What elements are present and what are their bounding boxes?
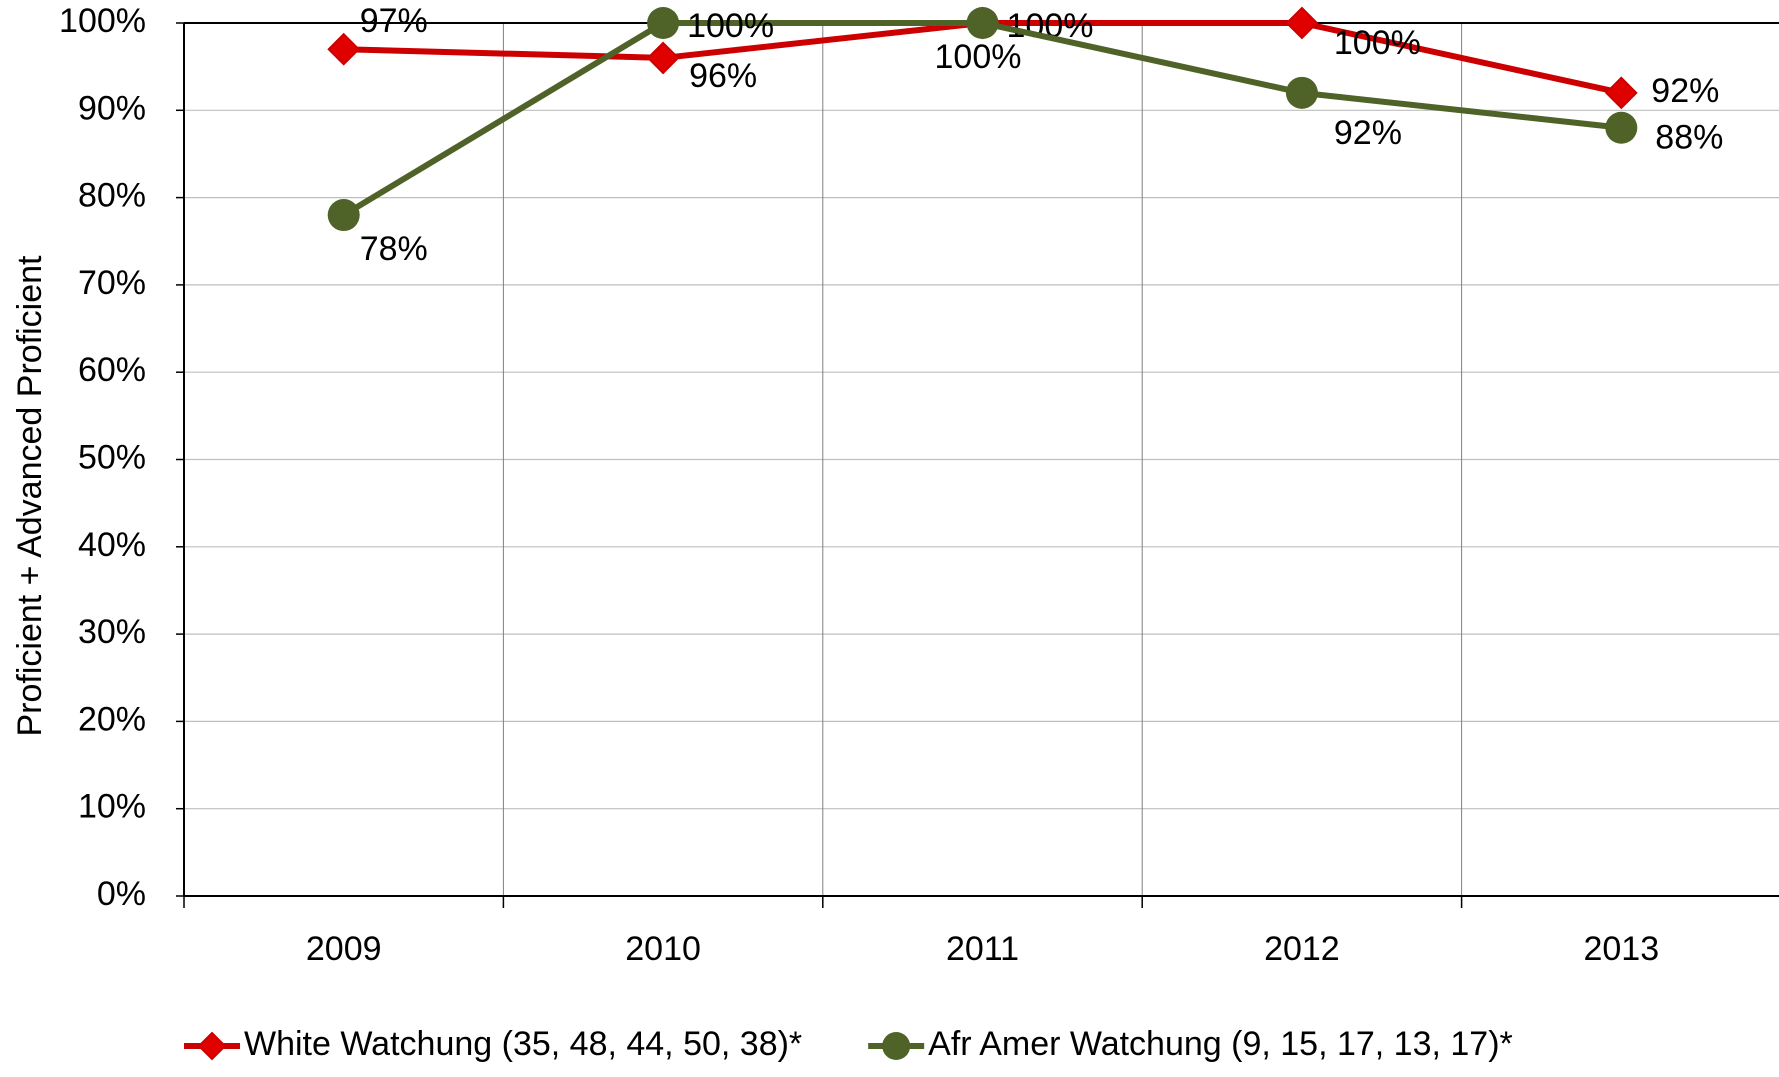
y-tick-label: 20% bbox=[78, 700, 146, 738]
y-tick-label: 70% bbox=[78, 264, 146, 302]
legend-marker bbox=[882, 1032, 911, 1060]
y-tick-label: 60% bbox=[78, 351, 146, 389]
marker bbox=[1285, 6, 1319, 40]
legend-label: Afr Amer Watchung (9, 15, 17, 13, 17)* bbox=[928, 1025, 1513, 1063]
legend-marker bbox=[197, 1031, 227, 1061]
data-label: 100% bbox=[1334, 24, 1421, 62]
y-tick-label: 0% bbox=[97, 875, 146, 913]
data-label: 92% bbox=[1334, 114, 1402, 152]
marker bbox=[966, 7, 999, 39]
y-axis-label: Proficient + Advanced Proficient bbox=[11, 255, 49, 737]
x-tick-label: 2010 bbox=[625, 930, 701, 968]
data-label: 92% bbox=[1651, 72, 1719, 110]
y-tick-label: 100% bbox=[59, 2, 146, 40]
y-tick-label: 10% bbox=[78, 788, 146, 826]
data-label: 88% bbox=[1655, 119, 1723, 157]
marker bbox=[1285, 76, 1318, 109]
data-label: 100% bbox=[935, 38, 1022, 76]
data-label: 100% bbox=[687, 7, 774, 45]
marker bbox=[647, 7, 680, 39]
data-label: 78% bbox=[360, 230, 428, 268]
x-tick-label: 2009 bbox=[306, 930, 382, 968]
x-tick-label: 2011 bbox=[946, 930, 1019, 968]
data-label: 96% bbox=[689, 57, 757, 95]
legend-label: White Watchung (35, 48, 44, 50, 38)* bbox=[244, 1025, 802, 1063]
marker bbox=[1605, 111, 1638, 144]
y-tick-label: 30% bbox=[78, 613, 146, 651]
marker bbox=[1604, 76, 1638, 110]
y-tick-label: 50% bbox=[78, 438, 146, 476]
marker bbox=[646, 41, 680, 75]
y-tick-label: 80% bbox=[78, 177, 146, 215]
y-tick-label: 40% bbox=[78, 526, 146, 564]
x-tick-label: 2013 bbox=[1583, 930, 1659, 968]
x-tick-label: 2012 bbox=[1264, 930, 1340, 968]
y-tick-label: 90% bbox=[78, 89, 146, 127]
marker bbox=[327, 32, 361, 66]
marker bbox=[327, 199, 360, 232]
data-label: 97% bbox=[360, 2, 428, 40]
